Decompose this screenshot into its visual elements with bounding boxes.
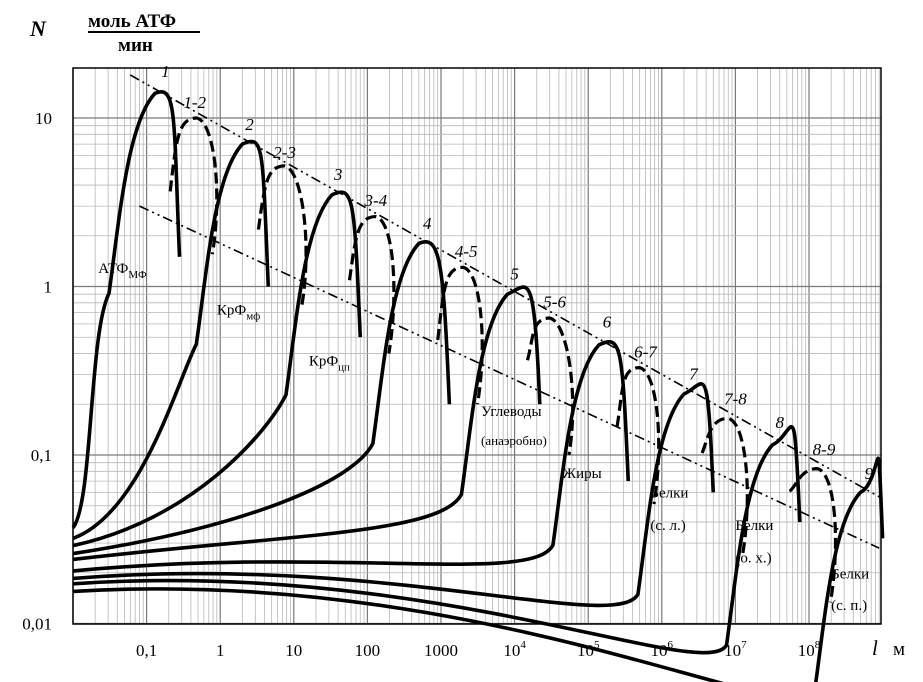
series-label: 5	[510, 265, 519, 284]
series-label: 9	[865, 464, 874, 483]
trend-lines	[129, 74, 883, 549]
y-tick-label: 10	[35, 109, 52, 128]
category-label: Жиры	[563, 466, 602, 482]
series-label-transition: 4-5	[455, 242, 478, 261]
series-line	[72, 340, 631, 573]
series-line-transition	[436, 265, 484, 405]
series-label-transition: 5-6	[543, 293, 566, 312]
series-line-transition	[525, 316, 575, 456]
y-tick-label: 0,01	[22, 615, 52, 634]
series-line-transition	[615, 366, 661, 505]
category-label: Белки	[650, 485, 688, 501]
x-axis-unit: м	[893, 639, 905, 660]
series-line	[72, 424, 802, 655]
plot-border	[72, 67, 882, 625]
series-label-transition: 7-8	[724, 389, 747, 408]
series-line	[72, 139, 271, 541]
series-label: 1	[161, 62, 170, 81]
series-label: 7	[689, 365, 699, 384]
series-line	[72, 240, 452, 556]
x-tick-label: 106	[651, 639, 674, 660]
series-label-transition: 6-7	[634, 342, 658, 361]
series-line	[72, 382, 716, 608]
x-tick-label: 108	[798, 639, 821, 660]
category-label: Белки	[735, 518, 773, 534]
category-label: Углеводы	[481, 404, 542, 420]
x-axis-symbol: l	[872, 636, 878, 660]
series-line-transition	[168, 116, 219, 255]
x-tick-label: 1000	[424, 641, 458, 660]
y-tick-label: 0,1	[31, 446, 52, 465]
category-label: КрФцп	[309, 353, 350, 373]
series-label: 8	[775, 413, 784, 432]
plot-frame	[72, 67, 882, 625]
x-tick-label: 105	[577, 639, 600, 660]
series-label: 6	[603, 313, 612, 332]
category-label: (о. х.)	[735, 551, 771, 567]
y-axis-unit-denominator: мин	[118, 35, 153, 56]
y-axis-symbol: N	[29, 16, 47, 41]
x-tick-label: 107	[724, 639, 747, 660]
series-line-transition	[256, 164, 308, 306]
series-label: 3	[333, 165, 343, 184]
grid	[72, 68, 881, 625]
category-label: (анаэробно)	[481, 433, 547, 448]
x-tick-label: 0,1	[136, 641, 157, 660]
y-axis-unit-numerator: моль АТФ	[88, 11, 176, 32]
series-label-transition: 1-2	[183, 93, 206, 112]
series-label-transition: 2-3	[273, 143, 296, 162]
series-line	[72, 285, 542, 562]
x-tick-label: 1	[216, 641, 225, 660]
category-label: (с. п.)	[831, 598, 867, 614]
x-tick-label: 104	[503, 639, 526, 660]
series-line	[71, 90, 182, 529]
category-label: Белки	[831, 566, 869, 582]
series-line-transition	[700, 416, 749, 556]
curves	[71, 90, 885, 682]
category-label: (с. л.)	[650, 518, 685, 534]
series-label: 2	[245, 115, 254, 134]
series-label: 4	[423, 214, 432, 233]
series-line	[72, 456, 885, 682]
series-line-transition	[347, 214, 396, 354]
y-tick-label: 1	[44, 278, 53, 297]
x-tick-label: 10	[285, 641, 302, 660]
x-tick-label: 100	[355, 641, 381, 660]
series-line-transition	[788, 467, 838, 603]
trend-line	[139, 205, 880, 549]
series-label-transition: 8-9	[813, 440, 836, 459]
series-line	[72, 190, 363, 548]
series-label-transition: 3-4	[363, 191, 387, 210]
trend-line	[129, 74, 883, 500]
category-label: КрФмф	[217, 303, 260, 323]
